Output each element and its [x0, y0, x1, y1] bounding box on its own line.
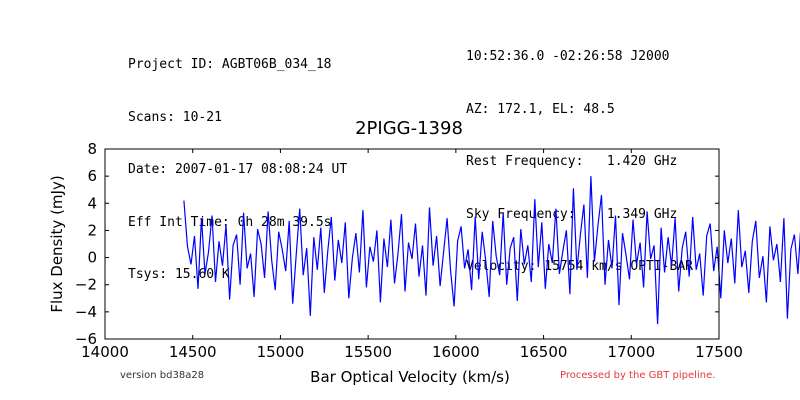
plot-area — [183, 176, 800, 325]
x-tick-label: 17500 — [695, 343, 743, 361]
y-tick-label: 0 — [87, 249, 97, 267]
version-label: version bd38a28 — [120, 370, 205, 381]
rest-frequency-text: Rest Frequency: 1.420 GHz — [466, 154, 678, 169]
x-tick-label: 15500 — [344, 343, 392, 361]
scans-text: Scans: 10-21 — [128, 109, 222, 125]
y-tick-label: 6 — [87, 167, 97, 185]
date-text: Date: 2007-01-17 08:08:24 UT — [128, 162, 348, 177]
x-tick-label: 16000 — [432, 343, 480, 361]
x-axis-label: Bar Optical Velocity (km/s) — [310, 368, 510, 386]
y-tick-label: −2 — [75, 276, 97, 294]
y-tick-label: −4 — [75, 303, 97, 321]
y-tick-label: −6 — [75, 330, 97, 348]
y-axis-label: Flux Density (mJy) — [48, 175, 66, 312]
x-tick-label: 16500 — [520, 343, 568, 361]
y-tick-label: 2 — [87, 221, 97, 239]
x-tick-label: 17000 — [607, 343, 655, 361]
y-tick-label: 8 — [87, 140, 97, 158]
coordinates-text: 10:52:36.0 -02:26:58 J2000 — [466, 49, 670, 64]
y-tick-label: 4 — [87, 194, 97, 212]
az-el-text: AZ: 172.1, EL: 48.5 — [466, 101, 615, 117]
chart-title: 2PIGG-1398 — [355, 118, 463, 139]
x-tick-label: 14500 — [169, 343, 217, 361]
plot-frame — [104, 148, 720, 340]
spectrum-series-line — [183, 176, 800, 325]
project-id-text: Project ID: AGBT06B_034_18 — [128, 57, 332, 72]
axis-ticks: 14000 14500 15000 15500 16000 16500 17000 17500… — [75, 140, 743, 361]
x-tick-label: 15000 — [257, 343, 305, 361]
pipeline-note: Processed by the GBT pipeline. — [560, 370, 716, 381]
x-tick-label: 14000 — [81, 343, 129, 361]
